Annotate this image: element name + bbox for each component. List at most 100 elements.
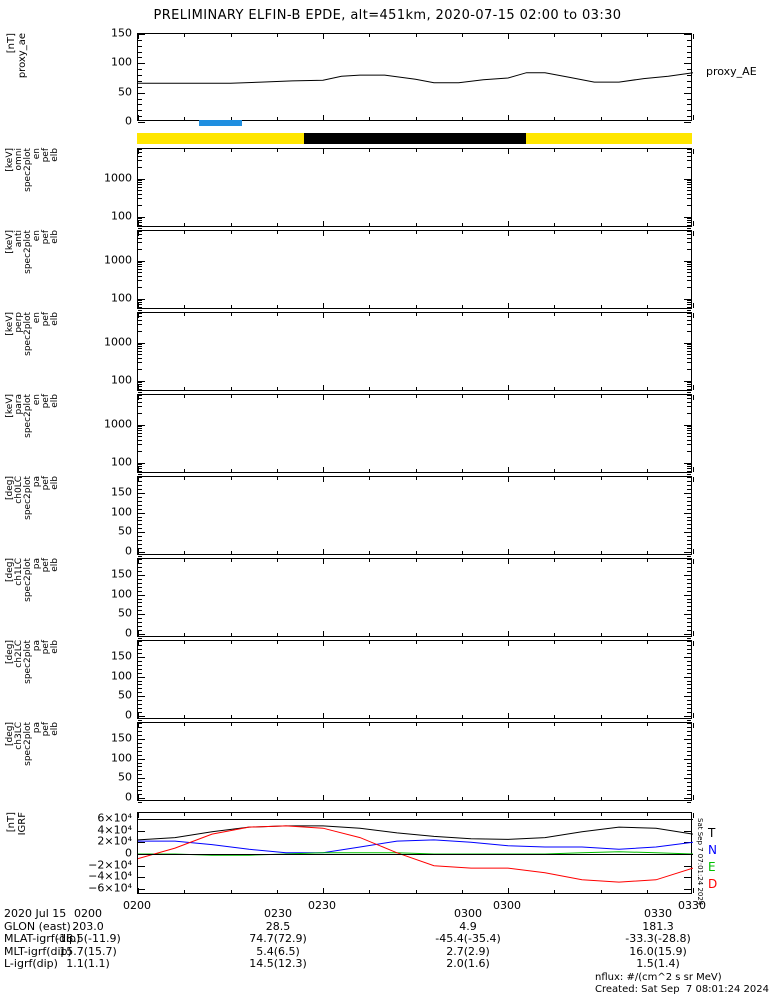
x-tick-minor-top [369, 231, 370, 234]
y-tick-minor-right [687, 653, 691, 654]
y-tick-minor-right [687, 583, 691, 584]
y-tick-minor [138, 430, 142, 431]
panel-pa_ch3LC[interactable] [137, 722, 694, 803]
x-tick-minor-top [416, 641, 417, 644]
y-tick-minor [138, 602, 142, 603]
y-tick-minor-right [687, 723, 691, 724]
panel-proxy_ae[interactable] [137, 33, 694, 123]
panel-pa_ch0LC[interactable] [137, 476, 694, 557]
x-tick-minor-top [601, 34, 602, 37]
panel-pa_ch1LC[interactable] [137, 558, 694, 639]
ylabel-word: en [32, 230, 42, 242]
y-tick-minor-right [687, 727, 691, 728]
y-tick-minor-right [687, 571, 691, 572]
x-tick-major [323, 115, 324, 120]
y-tick-label: 50 [118, 524, 132, 538]
ylabel-word: [keV] [5, 148, 15, 172]
y-tick-minor [138, 225, 142, 226]
y-tick-minor-right [687, 179, 691, 180]
y-tick-major-right [684, 866, 691, 867]
y-tick-minor-right [687, 156, 691, 157]
y-tick-minor [138, 520, 142, 521]
y-tick-minor [138, 778, 142, 779]
y-tick-minor-right [687, 468, 691, 469]
x-tick-major [693, 385, 694, 390]
ylabel-word: pef [41, 148, 51, 163]
x-tick-minor [554, 551, 555, 554]
x-tick-minor-top [647, 395, 648, 398]
parameter-row: 2020 Jul 15 0200 0230 0300 0330 [4, 907, 774, 921]
y-tick-minor [138, 69, 142, 70]
y-tick-minor-right [687, 198, 691, 199]
y-tick-minor [138, 583, 142, 584]
y-tick-minor-right [687, 786, 691, 787]
y-tick-minor [138, 299, 142, 300]
y-tick-minor-right [687, 402, 691, 403]
x-tick-major [508, 385, 509, 390]
panel-en_para[interactable] [137, 394, 694, 475]
y-tick-minor-right [687, 225, 691, 226]
igrf-upper-line [138, 819, 693, 820]
y-tick-minor [138, 692, 142, 693]
y-tick-minor-right [687, 280, 691, 281]
panel-en_omni[interactable] [137, 148, 694, 229]
x-tick-minor [416, 117, 417, 120]
x-tick-minor-top [647, 34, 648, 37]
parameter-value: 5.4(6.5) [256, 944, 300, 958]
y-tick-minor-right [687, 493, 691, 494]
y-tick-minor [138, 524, 142, 525]
y-tick-minor [138, 440, 142, 441]
y-tick-minor-right [687, 369, 691, 370]
x-tick-major-top [323, 395, 324, 400]
curves-igrf [138, 825, 693, 883]
y-tick-minor [138, 261, 142, 262]
x-tick-minor [601, 890, 602, 893]
panel-en_perp[interactable] [137, 312, 694, 393]
y-tick-major-right [684, 877, 691, 878]
y-tick-label: 100 [111, 587, 132, 601]
x-tick-major [323, 888, 324, 893]
y-tick-minor [138, 384, 142, 385]
y-tick-minor [138, 369, 142, 370]
panel-pa_ch2LC[interactable] [137, 640, 694, 721]
panel-en_anti[interactable] [137, 230, 694, 311]
y-tick-minor-right [687, 57, 691, 58]
y-tick-minor [138, 798, 142, 799]
legend-proxy-ae: proxy_AE [706, 65, 757, 78]
y-tick-minor-right [687, 665, 691, 666]
x-tick-major-top [508, 34, 509, 39]
parameter-value: 16.0(15.9) [629, 944, 687, 958]
x-tick-minor [601, 715, 602, 718]
x-tick-minor [647, 469, 648, 472]
y-tick-minor-right [687, 536, 691, 537]
panel-igrf[interactable] [137, 812, 694, 894]
x-tick-major-top [508, 231, 509, 236]
parameter-value: 14.5(12.3) [249, 957, 307, 971]
x-tick-major [693, 888, 694, 893]
y-tick-minor-right [687, 649, 691, 650]
x-tick-minor-top [462, 813, 463, 816]
y-tick-minor-right [687, 610, 691, 611]
ylabel-word: ch3LC [14, 722, 24, 750]
y-tick-label: 100 [111, 751, 132, 765]
y-tick-minor [138, 392, 142, 393]
x-tick-minor-top [647, 813, 648, 816]
x-tick-minor-top [369, 477, 370, 480]
y-tick-minor [138, 93, 142, 94]
x-tick-minor [462, 117, 463, 120]
x-tick-label: 0330 [678, 899, 706, 912]
y-tick-minor [138, 116, 142, 117]
y-tick-minor-right [687, 688, 691, 689]
y-tick-minor-right [687, 242, 691, 243]
y-tick-minor [138, 167, 142, 168]
y-tick-minor [138, 180, 142, 181]
y-tick-minor-right [687, 228, 691, 229]
y-tick-minor [138, 708, 142, 709]
y-tick-minor [138, 669, 142, 670]
y-tick-minor-right [687, 300, 691, 301]
x-tick-minor-top [462, 231, 463, 234]
y-tick-minor-right [687, 641, 691, 642]
x-tick-minor-top [277, 813, 278, 816]
ylabel-word: omni [14, 148, 24, 171]
y-tick-minor-right [687, 669, 691, 670]
